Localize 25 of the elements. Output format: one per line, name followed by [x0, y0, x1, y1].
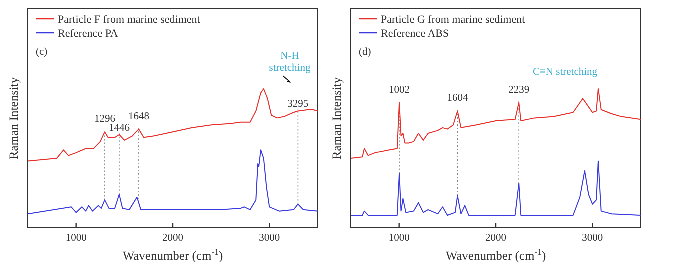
legend-label: Reference ABS	[381, 28, 450, 40]
x-tick-label: 3000	[259, 233, 280, 244]
x-tick-label: 1000	[388, 233, 410, 244]
ref-line-label: 1002	[389, 84, 410, 96]
ref-line-label: 1604	[447, 93, 469, 104]
y-axis-title: Raman Intensity	[330, 76, 344, 160]
text: N-H stretching	[269, 51, 312, 74]
x-tick-label: 2000	[486, 233, 506, 244]
legend-label: Reference PA	[58, 28, 118, 40]
ref-line-label: 1648	[128, 111, 150, 122]
x-axis-title: Wavenumber (cm$^{-1}$)	[446, 247, 546, 263]
ref-line-label: 2239	[508, 84, 530, 96]
x-tick-label: 3000	[582, 233, 604, 244]
x-tick-label: 2000	[162, 233, 184, 244]
ref-line-label: 1296	[94, 114, 116, 126]
x-tick-label: 1000	[66, 233, 87, 244]
text: (d)	[359, 47, 372, 58]
legend-label: Particle G from marine sediment	[381, 14, 526, 26]
legend-label: Particle F from marine sediment	[58, 14, 200, 26]
x-axis-title: Wavenumber (cm$^{-1}$)	[122, 247, 224, 263]
y-axis-title: Raman Intensity	[7, 76, 21, 160]
text: C≡N stretching	[533, 67, 598, 78]
ref-line-label: 1446	[108, 122, 130, 134]
text: (c)	[36, 47, 48, 58]
ref-line-label: 3295	[288, 99, 309, 110]
